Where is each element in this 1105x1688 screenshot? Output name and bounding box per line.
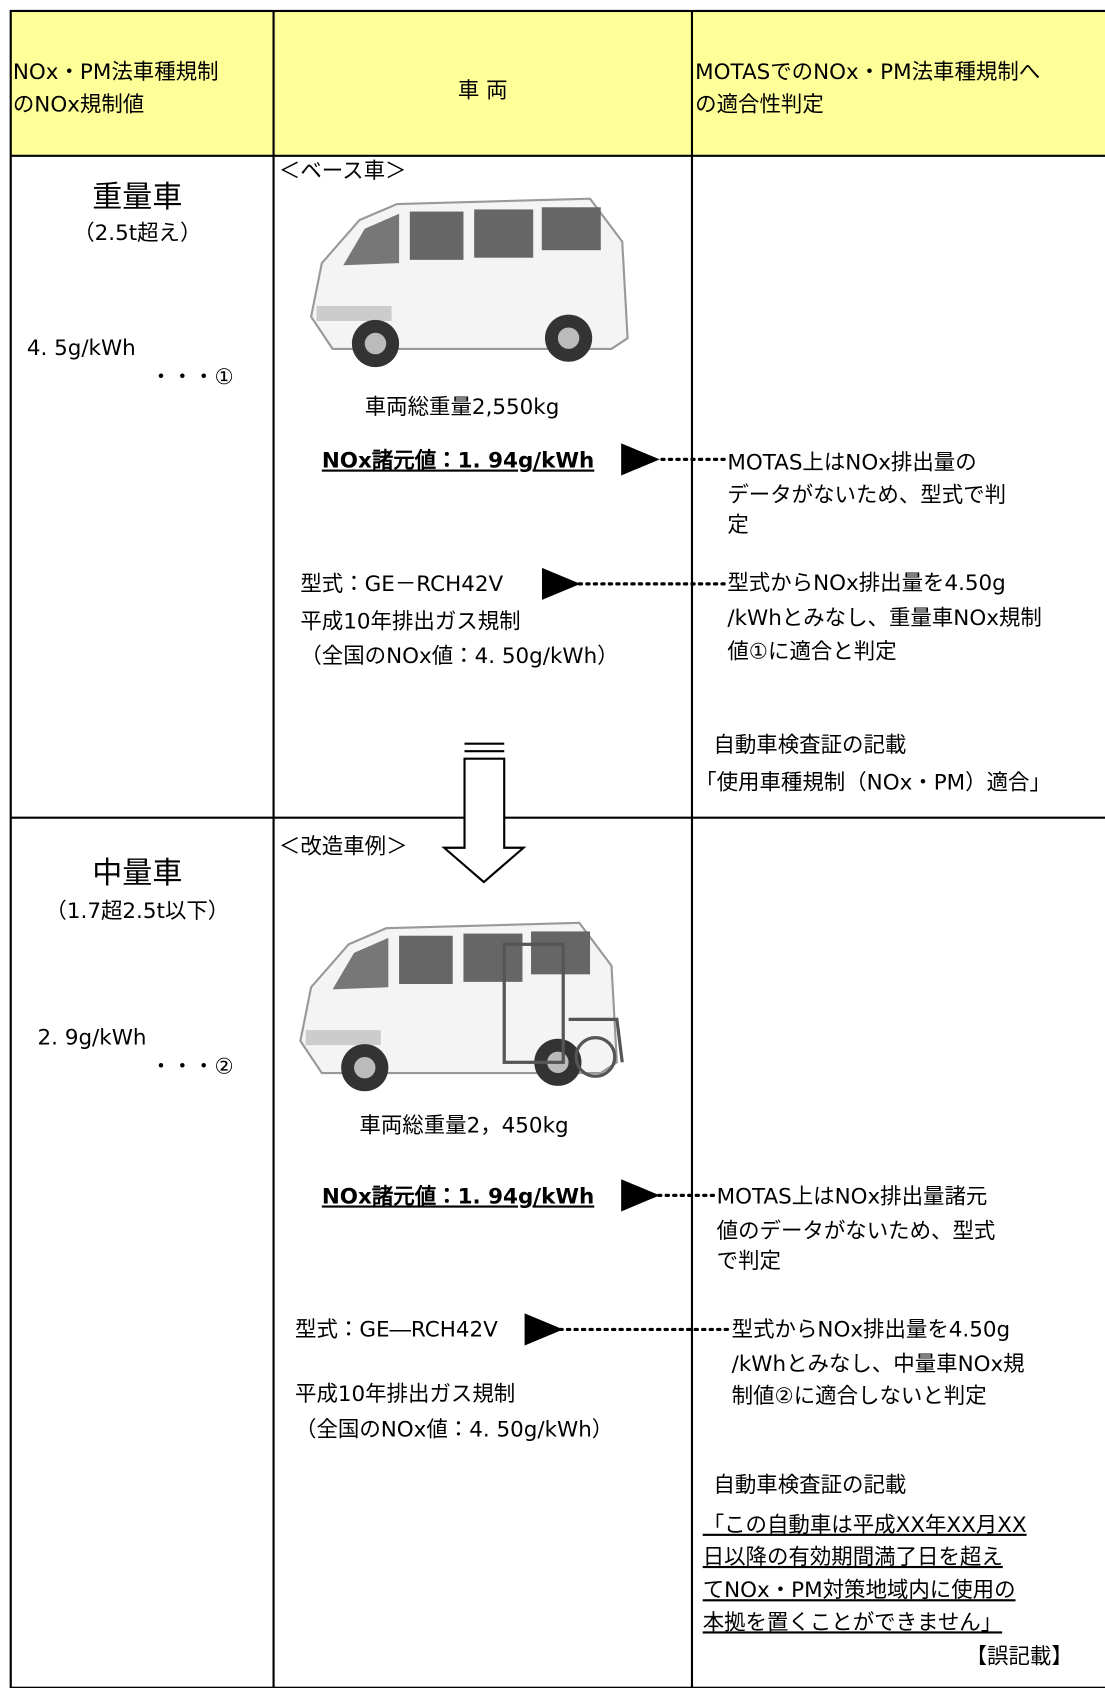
limit: 2. 9g/kWh bbox=[38, 1026, 147, 1051]
gross-weight: 車両総重量2,550kg bbox=[365, 395, 560, 420]
note: 値①に適合と判定 bbox=[727, 640, 896, 665]
regulation: 平成10年排出ガス規制 bbox=[295, 1382, 515, 1407]
cert-text: 「この自動車は平成XX年XX月XX bbox=[703, 1513, 1027, 1538]
note: 定 bbox=[727, 513, 748, 538]
model: 型式：GE－RCH42V bbox=[300, 572, 503, 597]
van-image bbox=[299, 921, 618, 1093]
note: /kWhとみなし、重量車NOx規制 bbox=[727, 606, 1041, 631]
note: MOTAS上はNOx排出量の bbox=[727, 451, 976, 476]
lift-image bbox=[502, 942, 624, 1078]
nox-spec: NOx諸元値：1. 94g/kWh bbox=[322, 449, 594, 474]
limit: 4. 5g/kWh bbox=[27, 336, 136, 361]
limit-ref: ・・・② bbox=[150, 1055, 234, 1080]
note: 型式からNOx排出量を4.50g bbox=[727, 571, 1005, 596]
class-note: （2.5t超え） bbox=[73, 221, 201, 246]
note: MOTAS上はNOx排出量諸元 bbox=[717, 1184, 988, 1209]
note: 制値②に適合しないと判定 bbox=[732, 1384, 987, 1409]
vehicle-label: ＜改造車例＞ bbox=[279, 835, 408, 860]
header-fill bbox=[10, 10, 1105, 156]
cert-text: てNOx・PM対策地域内に使用の bbox=[703, 1578, 1016, 1603]
header: MOTASでのNOx・PM法車種規制へ bbox=[695, 60, 1040, 85]
note: で判定 bbox=[717, 1249, 781, 1274]
down-arrow bbox=[441, 742, 527, 884]
cert-title: 自動車検査証の記載 bbox=[713, 733, 906, 758]
cert-mark: 【誤記載】 bbox=[966, 1645, 1073, 1670]
header: の適合性判定 bbox=[695, 92, 824, 117]
note: データがないため、型式で判 bbox=[727, 483, 1006, 508]
cert-text: 「使用車種規制（NOx・PM）適合」 bbox=[695, 770, 1051, 795]
note: /kWhとみなし、中量車NOx規 bbox=[732, 1352, 1025, 1377]
regulation: （全国のNOx値：4. 50g/kWh） bbox=[300, 644, 618, 669]
note: 型式からNOx排出量を4.50g bbox=[732, 1318, 1010, 1343]
cert-text: 日以降の有効期間満了日を超え bbox=[703, 1545, 1003, 1570]
van-image bbox=[310, 197, 629, 369]
model: 型式：GE―RCH42V bbox=[295, 1318, 498, 1343]
note: 値のデータがないため、型式 bbox=[717, 1219, 996, 1244]
cert-text: 本拠を置くことができません」 bbox=[703, 1610, 1002, 1635]
gross-weight: 車両総重量2，450kg bbox=[359, 1114, 568, 1139]
nox-spec: NOx諸元値：1. 94g/kWh bbox=[322, 1184, 594, 1209]
class: 重量車 bbox=[92, 180, 182, 215]
header: のNOx規制値 bbox=[13, 92, 144, 117]
cert-title: 自動車検査証の記載 bbox=[713, 1473, 906, 1498]
class: 中量車 bbox=[92, 856, 182, 891]
header: NOx・PM法車種規制 bbox=[13, 60, 219, 85]
class-note: （1.7超2.5t以下） bbox=[45, 899, 229, 924]
header: 車 両 bbox=[458, 78, 508, 103]
limit-ref: ・・・① bbox=[150, 365, 234, 390]
vehicle-label: ＜ベース車＞ bbox=[279, 159, 407, 184]
regulation: 平成10年排出ガス規制 bbox=[300, 609, 520, 634]
regulation: （全国のNOx値：4. 50g/kWh） bbox=[295, 1417, 613, 1442]
